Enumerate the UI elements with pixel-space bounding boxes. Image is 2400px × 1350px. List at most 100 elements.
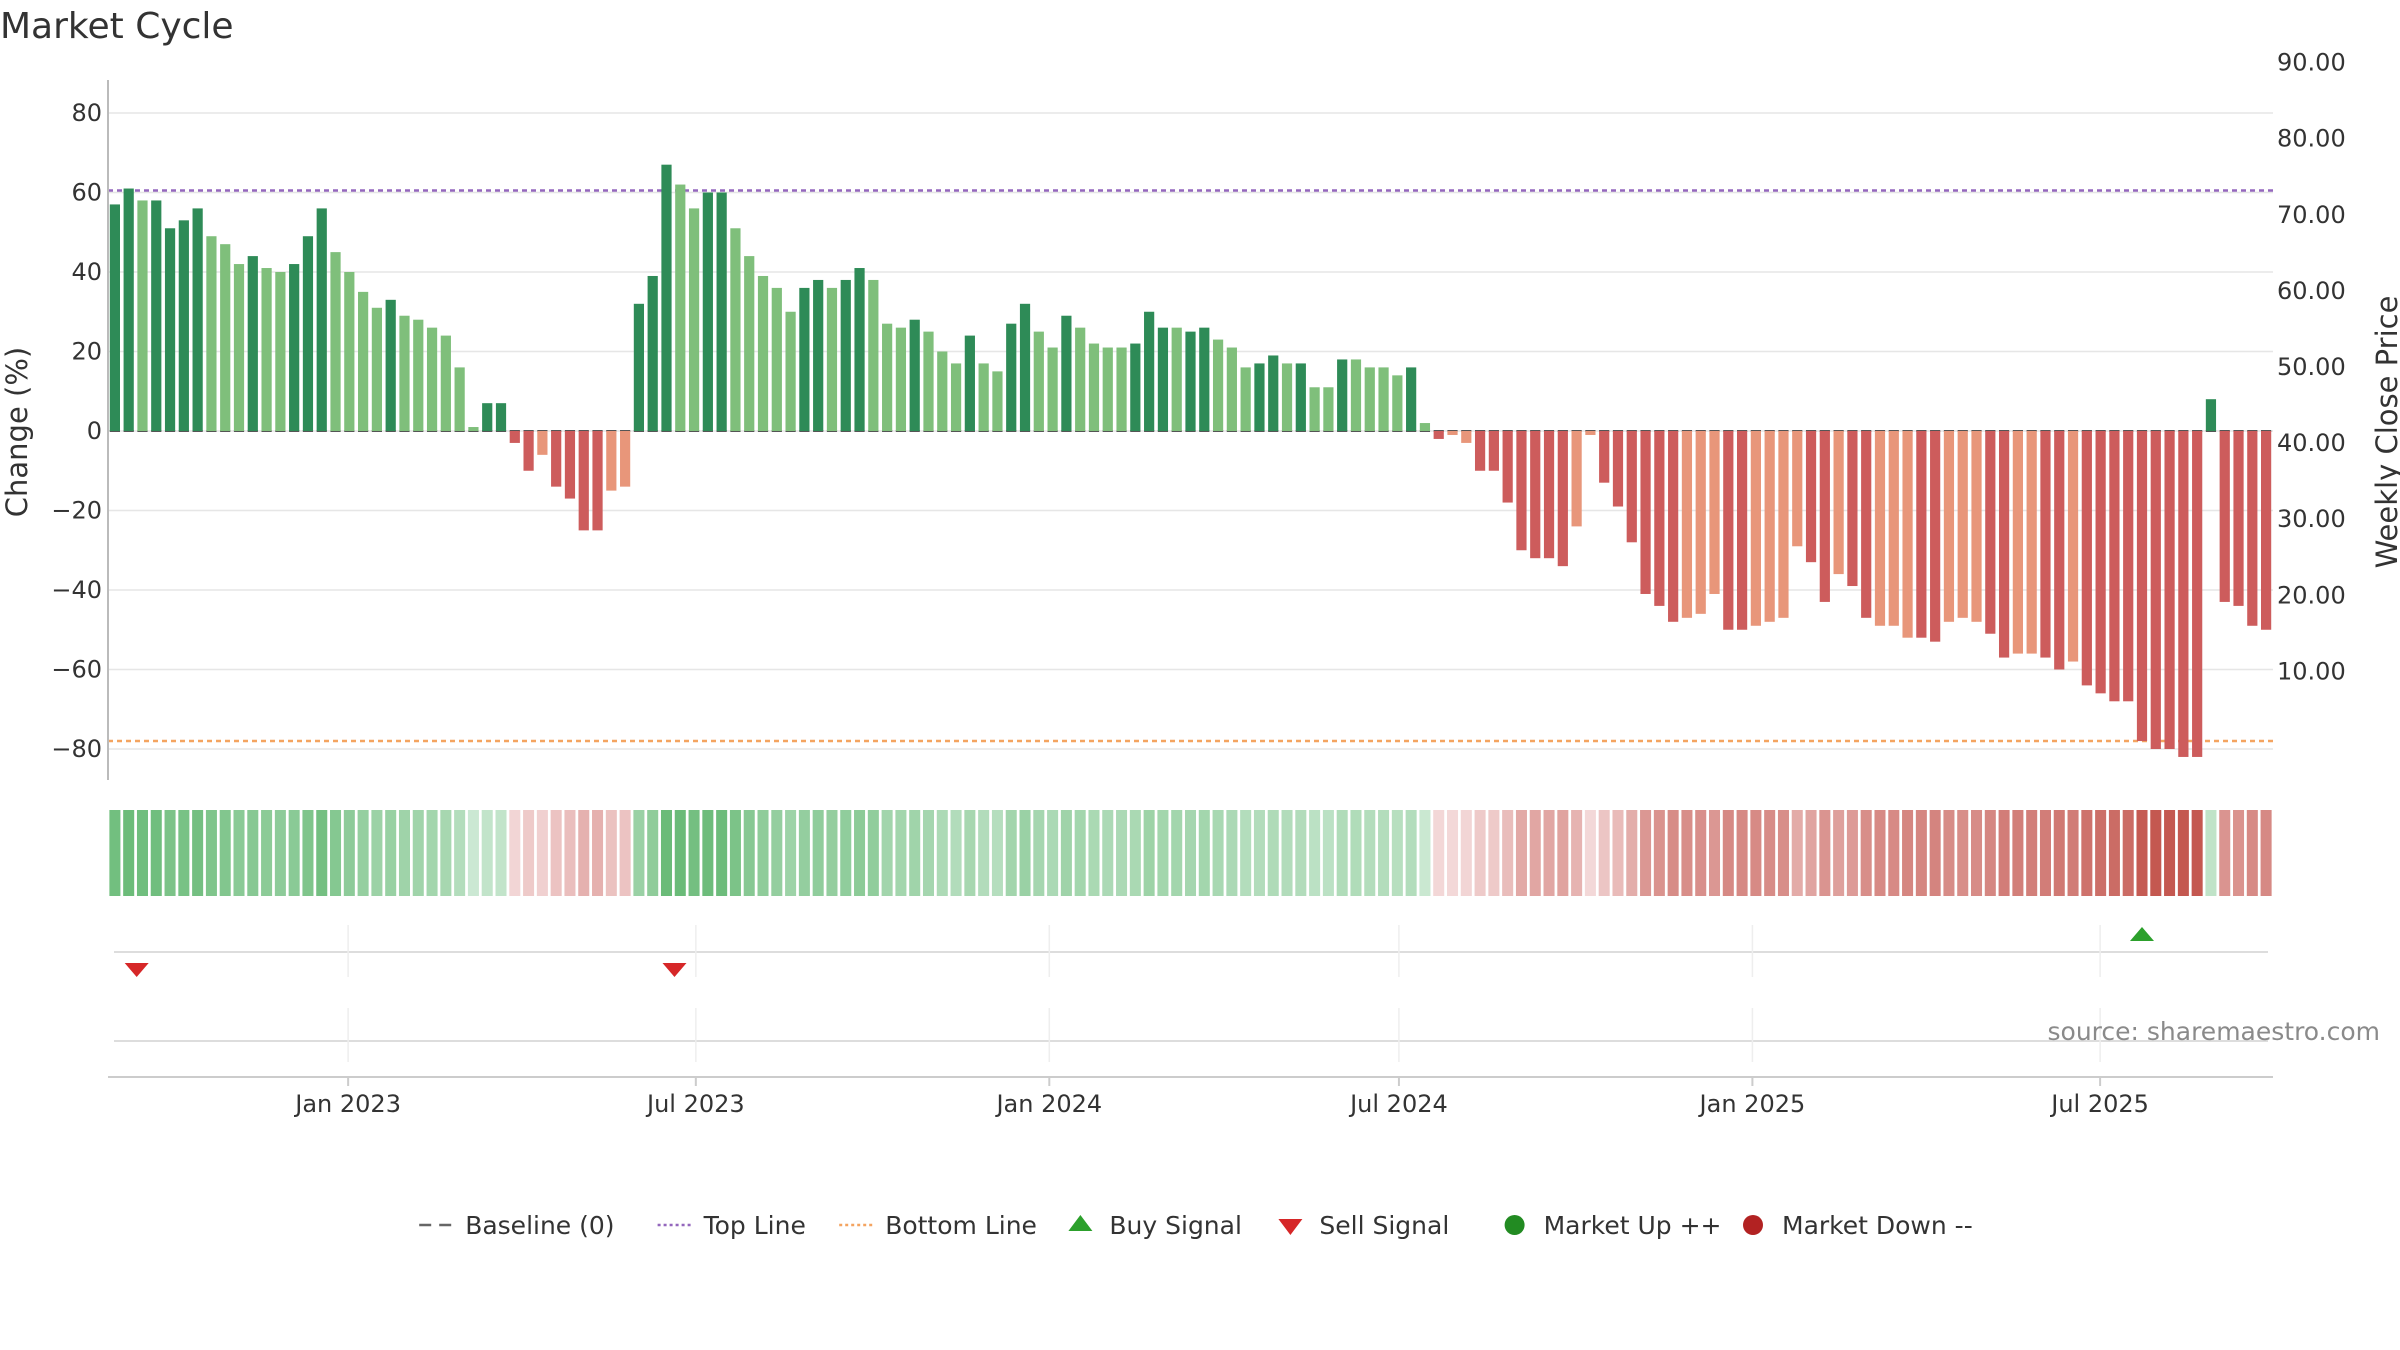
change-bar (1350, 359, 1362, 431)
heat-cell (550, 810, 562, 896)
heat-cell (2122, 810, 2134, 896)
change-bar (371, 307, 383, 431)
heat-cell (619, 810, 631, 896)
heat-cell (233, 810, 245, 896)
y-tick-label: −60 (51, 656, 102, 684)
change-bar (1144, 311, 1155, 431)
change-bar (1571, 431, 1582, 527)
heat-cell (1405, 810, 1417, 896)
change-bar (1709, 431, 1720, 594)
change-bar (2192, 431, 2203, 757)
heat-cell (1598, 810, 1610, 896)
heat-cell (1543, 810, 1555, 896)
heat-cell (909, 810, 921, 896)
change-bar (1033, 331, 1044, 431)
change-bar (937, 351, 948, 431)
sell-signal-marker (662, 963, 687, 977)
heat-cell (1102, 810, 1114, 896)
change-bar (109, 204, 120, 431)
change-bar (1461, 431, 1472, 443)
change-bar (2150, 431, 2161, 749)
change-bar (978, 363, 989, 431)
heat-cell (426, 810, 438, 896)
heat-cell (991, 810, 1003, 896)
change-bar (1585, 431, 1596, 435)
legend-label: Baseline (0) (465, 1211, 614, 1240)
change-bar (1930, 431, 1941, 642)
heat-cell (1557, 810, 1569, 896)
change-bar (1626, 431, 1637, 543)
change-bar (688, 208, 700, 431)
heat-cell (1915, 810, 1927, 896)
heat-cell (1612, 810, 1624, 896)
heat-cell (2081, 810, 2093, 896)
heat-cell (1874, 810, 1886, 896)
heat-cell (1984, 810, 1996, 896)
y2-tick-label: 30.00 (2277, 505, 2346, 533)
change-bar (275, 272, 286, 431)
change-bar (247, 256, 258, 431)
change-bar (1419, 423, 1431, 431)
heat-cell (385, 810, 397, 896)
heat-cell (1460, 810, 1472, 896)
change-bar (744, 256, 755, 431)
heat-cell (1171, 810, 1183, 896)
y2-tick-label: 40.00 (2277, 429, 2346, 457)
heat-cell (922, 810, 935, 896)
heat-cell (136, 810, 148, 896)
heat-cell (357, 810, 369, 896)
change-bar (1916, 431, 1927, 638)
change-bar (123, 188, 134, 431)
change-bar (1254, 363, 1265, 431)
heat-cell (440, 810, 452, 896)
x-tick-label: Jul 2025 (2049, 1090, 2149, 1118)
change-bar (1488, 431, 1499, 471)
change-bar (330, 252, 341, 431)
heat-cell (1943, 810, 1955, 896)
heat-cell (2039, 810, 2051, 896)
change-bar (716, 192, 727, 431)
change-bar (316, 208, 327, 431)
change-bar (482, 403, 493, 431)
change-bar (1599, 431, 1610, 483)
change-bar (1847, 431, 1858, 587)
change-bar (1309, 387, 1320, 431)
heat-cell (467, 810, 479, 896)
heat-cell (1074, 810, 1086, 896)
heat-cell (1240, 810, 1252, 896)
change-bar (1185, 331, 1196, 431)
heat-cell (743, 810, 755, 896)
y2-tick-label: 10.00 (2277, 657, 2346, 685)
heat-cell (1336, 810, 1348, 896)
heat-cell (330, 810, 342, 896)
change-bar (1654, 431, 1665, 606)
change-bar (854, 268, 865, 431)
change-bar (840, 279, 851, 431)
heat-cell (702, 810, 714, 896)
change-bar (1736, 431, 1748, 630)
heat-cell (716, 810, 728, 896)
heat-cell (178, 810, 190, 896)
heat-cell (302, 810, 314, 896)
heat-cell (1322, 810, 1334, 896)
change-bar (2095, 431, 2106, 694)
heat-cell (1571, 810, 1583, 896)
heat-cell (205, 810, 217, 896)
change-bar (289, 264, 300, 431)
heat-cell (1846, 810, 1858, 896)
heat-cell (454, 810, 466, 896)
heat-cell (881, 810, 893, 896)
heat-cell (481, 810, 493, 896)
change-bar (2261, 431, 2272, 630)
change-bar (1833, 431, 1844, 575)
change-bar (1212, 339, 1224, 431)
change-bar (1957, 431, 1968, 618)
heat-cell (1116, 810, 1128, 896)
change-bar (606, 431, 617, 491)
change-bar (1819, 431, 1830, 602)
heat-cell (1791, 810, 1803, 896)
change-bar (137, 200, 148, 431)
heat-cell (495, 810, 507, 896)
change-bar (992, 371, 1003, 431)
